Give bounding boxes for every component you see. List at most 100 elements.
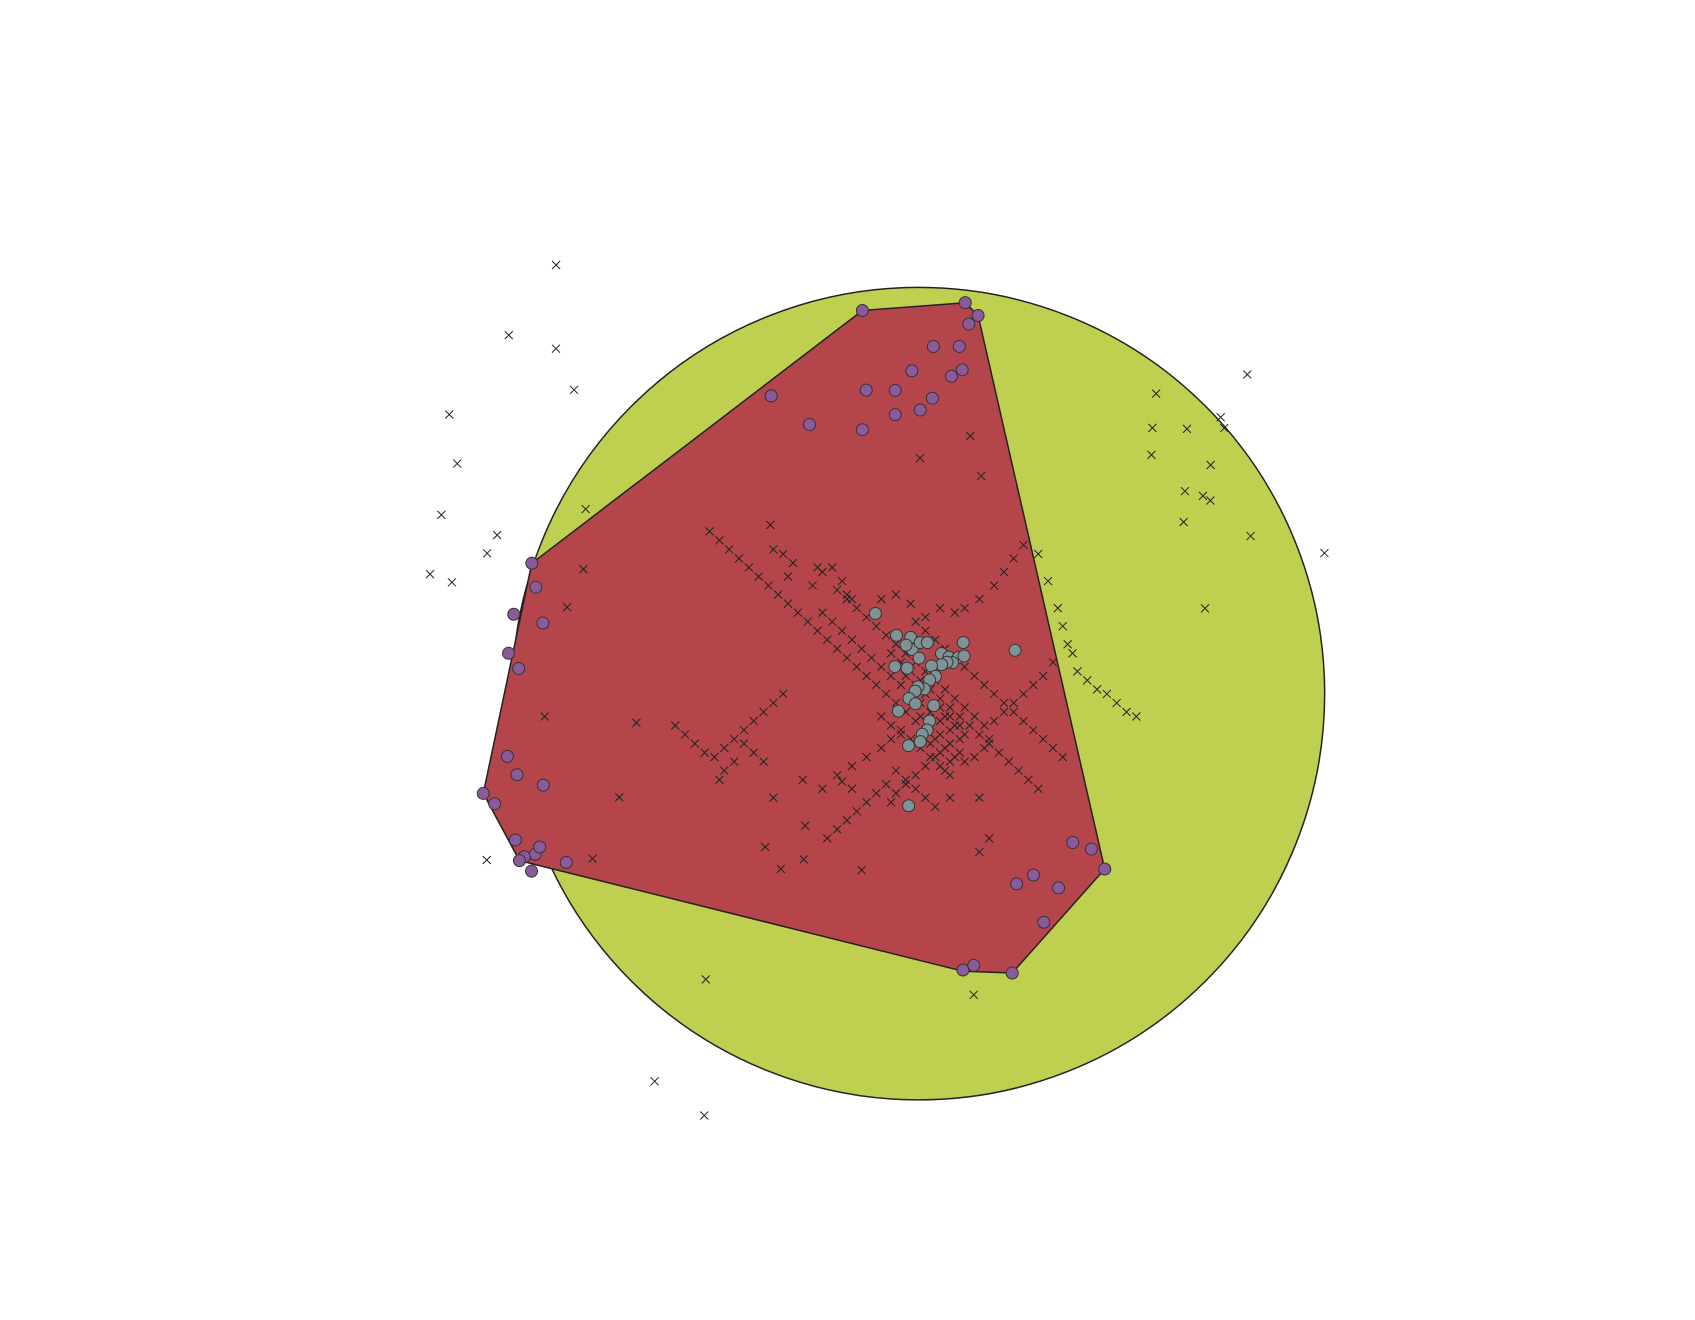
hull-point (913, 403, 927, 417)
inner-cross-point (705, 527, 714, 536)
inner-cross-point (960, 757, 969, 767)
inner-cross-point (1082, 676, 1092, 685)
hull-point (926, 339, 940, 353)
inner-cross-point (842, 653, 852, 663)
inner-cross-point (1009, 698, 1019, 708)
hull-point (1005, 966, 1019, 980)
hull-point (476, 786, 490, 800)
inner-cross-point (984, 734, 994, 744)
inner-cross-point (896, 725, 906, 735)
center-point (899, 638, 913, 652)
outer-cross-point (1206, 496, 1215, 505)
outer-cross-point (492, 530, 502, 540)
hull-point (803, 418, 817, 432)
inner-cross-point (930, 802, 940, 812)
hull-point (507, 607, 521, 621)
inner-cross-point (837, 626, 847, 636)
center-point (920, 636, 934, 650)
inner-cross-point (989, 689, 999, 699)
inner-cross-point (690, 739, 700, 748)
inner-cross-point (803, 617, 813, 627)
inner-cross-point (827, 617, 837, 627)
inner-cross-point (867, 653, 876, 663)
inner-cross-point (768, 698, 778, 708)
outer-cross-point (569, 385, 579, 395)
inner-cross-point (975, 793, 984, 803)
inner-cross-point (768, 793, 778, 803)
inner-cross-point (950, 694, 960, 703)
outer-cross-point (1180, 486, 1190, 496)
inner-cross-point (921, 626, 930, 636)
inner-cross-point (540, 712, 550, 721)
hull-point (512, 661, 526, 675)
hull-point (855, 423, 869, 437)
hull-point (1037, 915, 1051, 929)
inner-cross-point (940, 766, 950, 776)
inner-cross-point (896, 680, 906, 690)
outer-cross-point (1320, 548, 1329, 558)
inner-cross-point (876, 662, 886, 672)
inner-cross-point (960, 703, 969, 712)
outer-cross-point (1147, 450, 1156, 460)
hull-point (502, 646, 516, 660)
inner-cross-point (813, 626, 822, 636)
outer-cross-point (1198, 491, 1208, 501)
inner-cross-point (984, 834, 994, 843)
inner-cross-point (989, 716, 999, 726)
inner-cross-point (1024, 775, 1033, 785)
hull-point (525, 556, 539, 570)
hull-point (764, 389, 778, 403)
inner-cross-point (872, 788, 881, 798)
inner-cross-point (979, 721, 989, 730)
inner-cross-point (886, 721, 896, 730)
inner-cross-point (760, 842, 770, 852)
inner-cross-point (579, 564, 588, 574)
inner-cross-point (857, 865, 866, 875)
inner-cross-point (916, 712, 925, 721)
inner-cross-point (1063, 639, 1073, 649)
inner-cross-point (945, 703, 955, 712)
inner-cross-point (852, 662, 862, 672)
inner-cross-point (788, 558, 798, 568)
inner-cross-point (960, 662, 969, 672)
inner-cross-point (945, 712, 955, 721)
hull-point (967, 958, 981, 972)
inner-cross-point (670, 721, 680, 730)
inner-cross-point (960, 730, 969, 739)
center-point (913, 735, 927, 749)
inner-cross-point (872, 621, 881, 631)
hull-point (488, 797, 502, 811)
hull-point (888, 408, 902, 422)
inner-cross-point (759, 757, 768, 767)
outer-cross-point (551, 344, 561, 354)
hull-point (512, 854, 526, 868)
inner-cross-point (945, 739, 955, 748)
inner-cross-point (739, 725, 749, 735)
outer-cross-point (699, 1111, 709, 1120)
inner-cross-point (911, 617, 920, 627)
inner-cross-point (999, 698, 1009, 708)
inner-cross-point (842, 594, 852, 604)
inner-cross-point (1009, 707, 1019, 717)
hull-point (559, 856, 573, 870)
inner-cross-point (581, 504, 591, 514)
inner-cross-point (886, 734, 896, 744)
inner-cross-point (896, 730, 906, 739)
center-point (868, 606, 882, 620)
inner-cross-point (862, 797, 871, 807)
inner-cross-point (822, 635, 832, 645)
inner-cross-point (680, 730, 690, 739)
inner-cross-point (759, 707, 768, 717)
inner-cross-point (778, 689, 788, 699)
inner-cross-point (876, 594, 886, 604)
inner-cross-point (783, 599, 793, 608)
inner-cross-point (955, 748, 965, 757)
hull-point (944, 369, 958, 383)
outer-cross-point (1242, 370, 1252, 379)
inner-cross-point (837, 576, 847, 586)
inner-cross-point (818, 784, 827, 794)
inner-cross-point (921, 612, 930, 622)
inner-cross-point (999, 567, 1009, 577)
inner-cross-point (768, 545, 778, 554)
